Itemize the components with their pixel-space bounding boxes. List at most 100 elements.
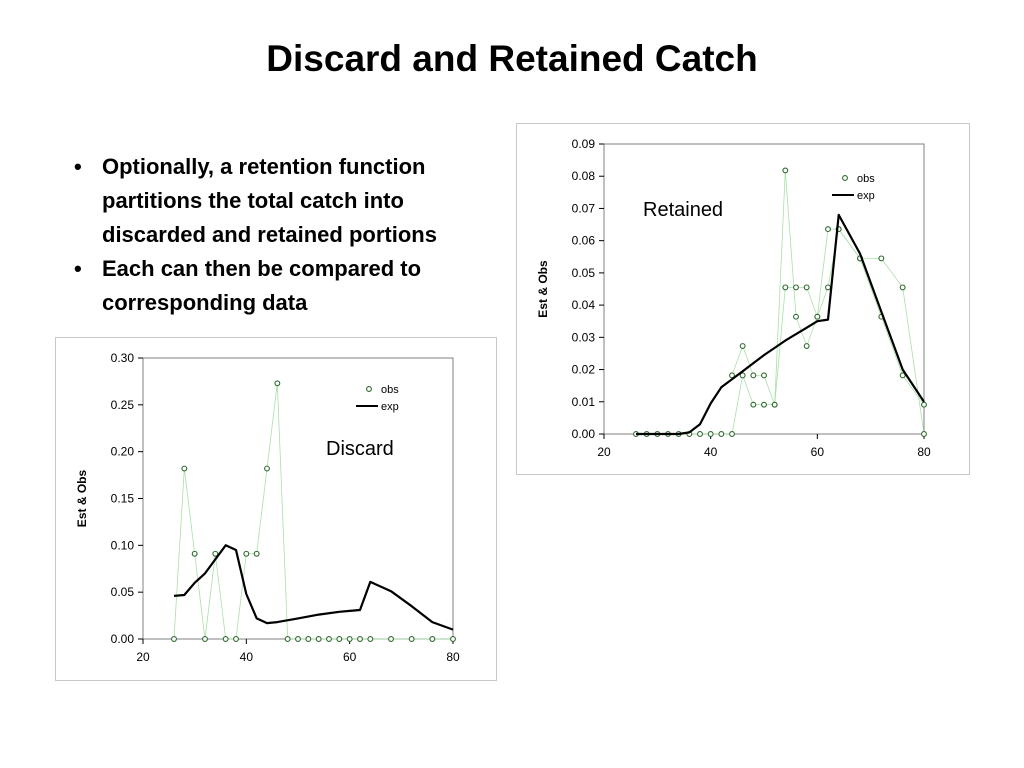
data-point-obs-upper [739,343,746,349]
y-tick-label: 0.03 [572,330,596,344]
y-tick-label: 0.30 [111,351,135,365]
data-point-obs [388,636,394,642]
y-tick-label: 0.00 [111,632,135,646]
series-exp [636,213,925,436]
data-point-obs [284,636,291,642]
x-tick-label: 80 [446,650,460,664]
data-point-obs-upper [761,372,767,379]
data-point-obs-upper [921,431,927,437]
y-tick-label: 0.02 [572,363,596,377]
data-point-obs [729,431,735,437]
x-tick-label: 40 [240,650,254,664]
data-point-obs [295,636,301,642]
x-tick-label: 60 [343,650,357,664]
legend-label-obs: obs [381,384,399,396]
legend: obs exp [832,173,875,202]
bullet-text: Optionally, a retention function partiti… [102,154,437,247]
bullet-dot-icon: • [74,154,82,179]
data-point-obs [803,343,810,349]
data-point-obs [408,636,415,642]
y-tick-label: 0.00 [572,427,596,441]
legend: obs exp [356,384,399,413]
y-axis-label: Est & Obs [75,470,89,528]
y-tick-label: 0.15 [111,492,135,506]
series-line-obs [173,383,453,640]
data-point-obs [191,550,198,557]
y-tick-label: 0.05 [572,266,596,280]
bullet-dot-icon: • [74,256,82,281]
data-point-obs-upper [803,284,810,291]
data-point-obs [274,380,281,387]
data-point-obs [202,636,208,642]
legend-label-exp: exp [857,190,875,202]
bullet-item: • Each can then be compared to correspon… [72,252,512,320]
data-point-obs [761,401,767,408]
plot-area [603,143,925,435]
data-point-obs [429,636,436,642]
series-obs [171,380,456,642]
data-point-obs [243,550,250,557]
plot-area [142,357,454,640]
chart-annotation: Discard [326,438,394,460]
data-point-obs [181,465,188,472]
data-point-obs [825,284,831,291]
y-tick-label: 0.25 [111,398,135,412]
data-point-obs-upper [729,372,735,379]
y-tick-label: 0.20 [111,445,135,459]
data-point-obs [899,372,906,379]
bullet-list: • Optionally, a retention function parti… [72,150,512,320]
x-tick-label: 80 [917,445,931,459]
data-point-obs-upper [878,255,885,262]
data-point-obs [367,636,374,642]
y-tick-label: 0.09 [572,137,596,151]
retained-chart-frame: 0.00 0.01 0.02 0.03 0.04 0.05 0.06 0.07 0.08 0.09… [516,123,970,475]
data-point-obs [707,431,714,437]
chart-annotation: Retained [643,199,723,221]
data-point-obs [171,636,177,642]
y-tick-label: 0.05 [111,585,135,599]
data-point-obs [450,636,456,642]
data-point-obs-upper [814,313,821,320]
data-point-obs [222,636,229,642]
x-tick-label: 20 [597,445,611,459]
data-point-obs [326,636,332,642]
y-tick-label: 0.10 [111,538,135,552]
series-line-exp [173,544,454,631]
series-exp [173,544,454,631]
data-point-obs [212,550,219,557]
bullet-item: • Optionally, a retention function parti… [72,150,512,252]
data-point-obs [782,167,789,174]
slide-title: Discard and Retained Catch [266,38,758,79]
data-point-obs [305,636,312,642]
legend-label-exp: exp [381,401,399,413]
x-tick-label: 40 [704,445,718,459]
retained-chart: 0.00 0.01 0.02 0.03 0.04 0.05 0.06 0.07 0.08 0.09… [536,137,931,459]
data-point-obs [253,550,260,557]
data-point-obs [346,636,353,642]
y-tick-label: 0.08 [572,169,596,183]
y-tick-label: 0.01 [572,395,596,409]
y-tick-label: 0.07 [572,201,596,215]
data-point-obs-upper [793,284,799,291]
discard-chart: 0.00 0.05 0.10 0.15 0.20 0.25 0.30 20 40 60 80 Est … [75,351,460,664]
legend-obs-marker [366,386,372,392]
bullet-text: Each can then be compared to correspondi… [102,256,422,315]
data-point-obs [921,401,927,408]
data-point-obs [336,636,343,642]
data-point-obs [739,372,746,379]
discard-chart-frame: 0.00 0.05 0.10 0.15 0.20 0.25 0.30 20 40 60 80 Est … [55,337,497,681]
legend-label-obs: obs [857,173,875,185]
data-point-obs [315,636,322,642]
legend-obs-marker [842,175,848,181]
data-point-obs [233,636,239,642]
data-point-obs-upper [750,372,757,379]
y-axis-label: Est & Obs [536,260,550,318]
x-tick-label: 20 [136,650,150,664]
data-point-obs-upper [899,284,906,291]
data-point-obs [718,431,725,437]
series-line-exp [636,213,925,436]
data-point-obs [264,465,270,472]
data-point-obs [357,636,363,642]
y-tick-label: 0.06 [572,234,596,248]
y-tick-label: 0.04 [572,298,596,312]
